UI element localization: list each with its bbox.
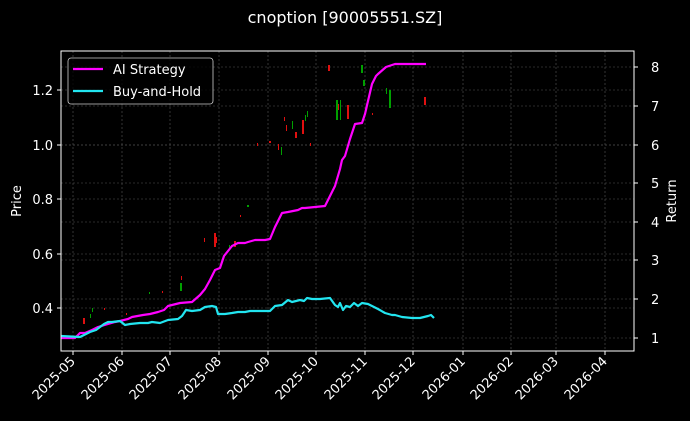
svg-text:1: 1 — [651, 332, 659, 347]
svg-text:2025-06: 2025-06 — [79, 354, 128, 403]
svg-text:2025-07: 2025-07 — [127, 354, 176, 403]
series-ai-strategy-line — [61, 62, 426, 340]
svg-text:2026-02: 2026-02 — [468, 354, 517, 403]
legend-label-ai-strategy: AI Strategy — [113, 63, 186, 78]
svg-text:1.0: 1.0 — [32, 139, 53, 154]
series-buy-and-hold-line — [60, 296, 435, 339]
svg-text:8: 8 — [651, 61, 659, 76]
legend-label-buy-and-hold: Buy-and-Hold — [113, 85, 201, 100]
svg-text:2026-04: 2026-04 — [562, 354, 611, 403]
svg-text:1.2: 1.2 — [32, 84, 53, 99]
svg-text:2025-08: 2025-08 — [176, 354, 225, 403]
svg-text:3: 3 — [651, 254, 659, 269]
svg-text:0.8: 0.8 — [32, 193, 53, 208]
svg-text:0.4: 0.4 — [32, 302, 53, 317]
svg-text:7: 7 — [651, 100, 659, 115]
svg-text:2025-11: 2025-11 — [322, 354, 371, 403]
svg-text:4: 4 — [651, 216, 659, 231]
chart-title: cnoption [90005551.SZ] — [247, 8, 443, 27]
y-left-tick-labels: 1.2 1.0 0.8 0.6 0.4 — [32, 84, 53, 317]
svg-text:5: 5 — [651, 177, 659, 192]
legend: AI Strategy Buy-and-Hold — [67, 57, 214, 105]
legend-box — [67, 57, 214, 105]
svg-text:2025-05: 2025-05 — [30, 354, 79, 403]
x-tick-labels: 2025-05 2025-06 2025-07 2025-08 2025-09 … — [30, 354, 611, 403]
svg-text:2025-10: 2025-10 — [273, 354, 322, 403]
svg-text:2: 2 — [651, 293, 659, 308]
svg-text:2025-09: 2025-09 — [225, 354, 274, 403]
y-right-axis-label: Return — [665, 179, 680, 222]
candlesticks — [83, 65, 426, 324]
svg-text:2025-12: 2025-12 — [370, 354, 419, 403]
svg-text:6: 6 — [651, 139, 659, 154]
svg-text:2026-03: 2026-03 — [513, 354, 562, 403]
plot-frame — [60, 50, 635, 352]
y-right-axis — [634, 66, 638, 339]
svg-text:0.6: 0.6 — [32, 248, 53, 263]
y-right-tick-labels: 8 7 6 5 4 3 2 1 — [651, 61, 659, 347]
svg-text:2026-01: 2026-01 — [420, 354, 469, 403]
x-axis — [72, 351, 606, 355]
y-left-axis-label: Price — [10, 185, 25, 217]
y-left-axis — [57, 89, 61, 309]
grid — [61, 51, 634, 351]
